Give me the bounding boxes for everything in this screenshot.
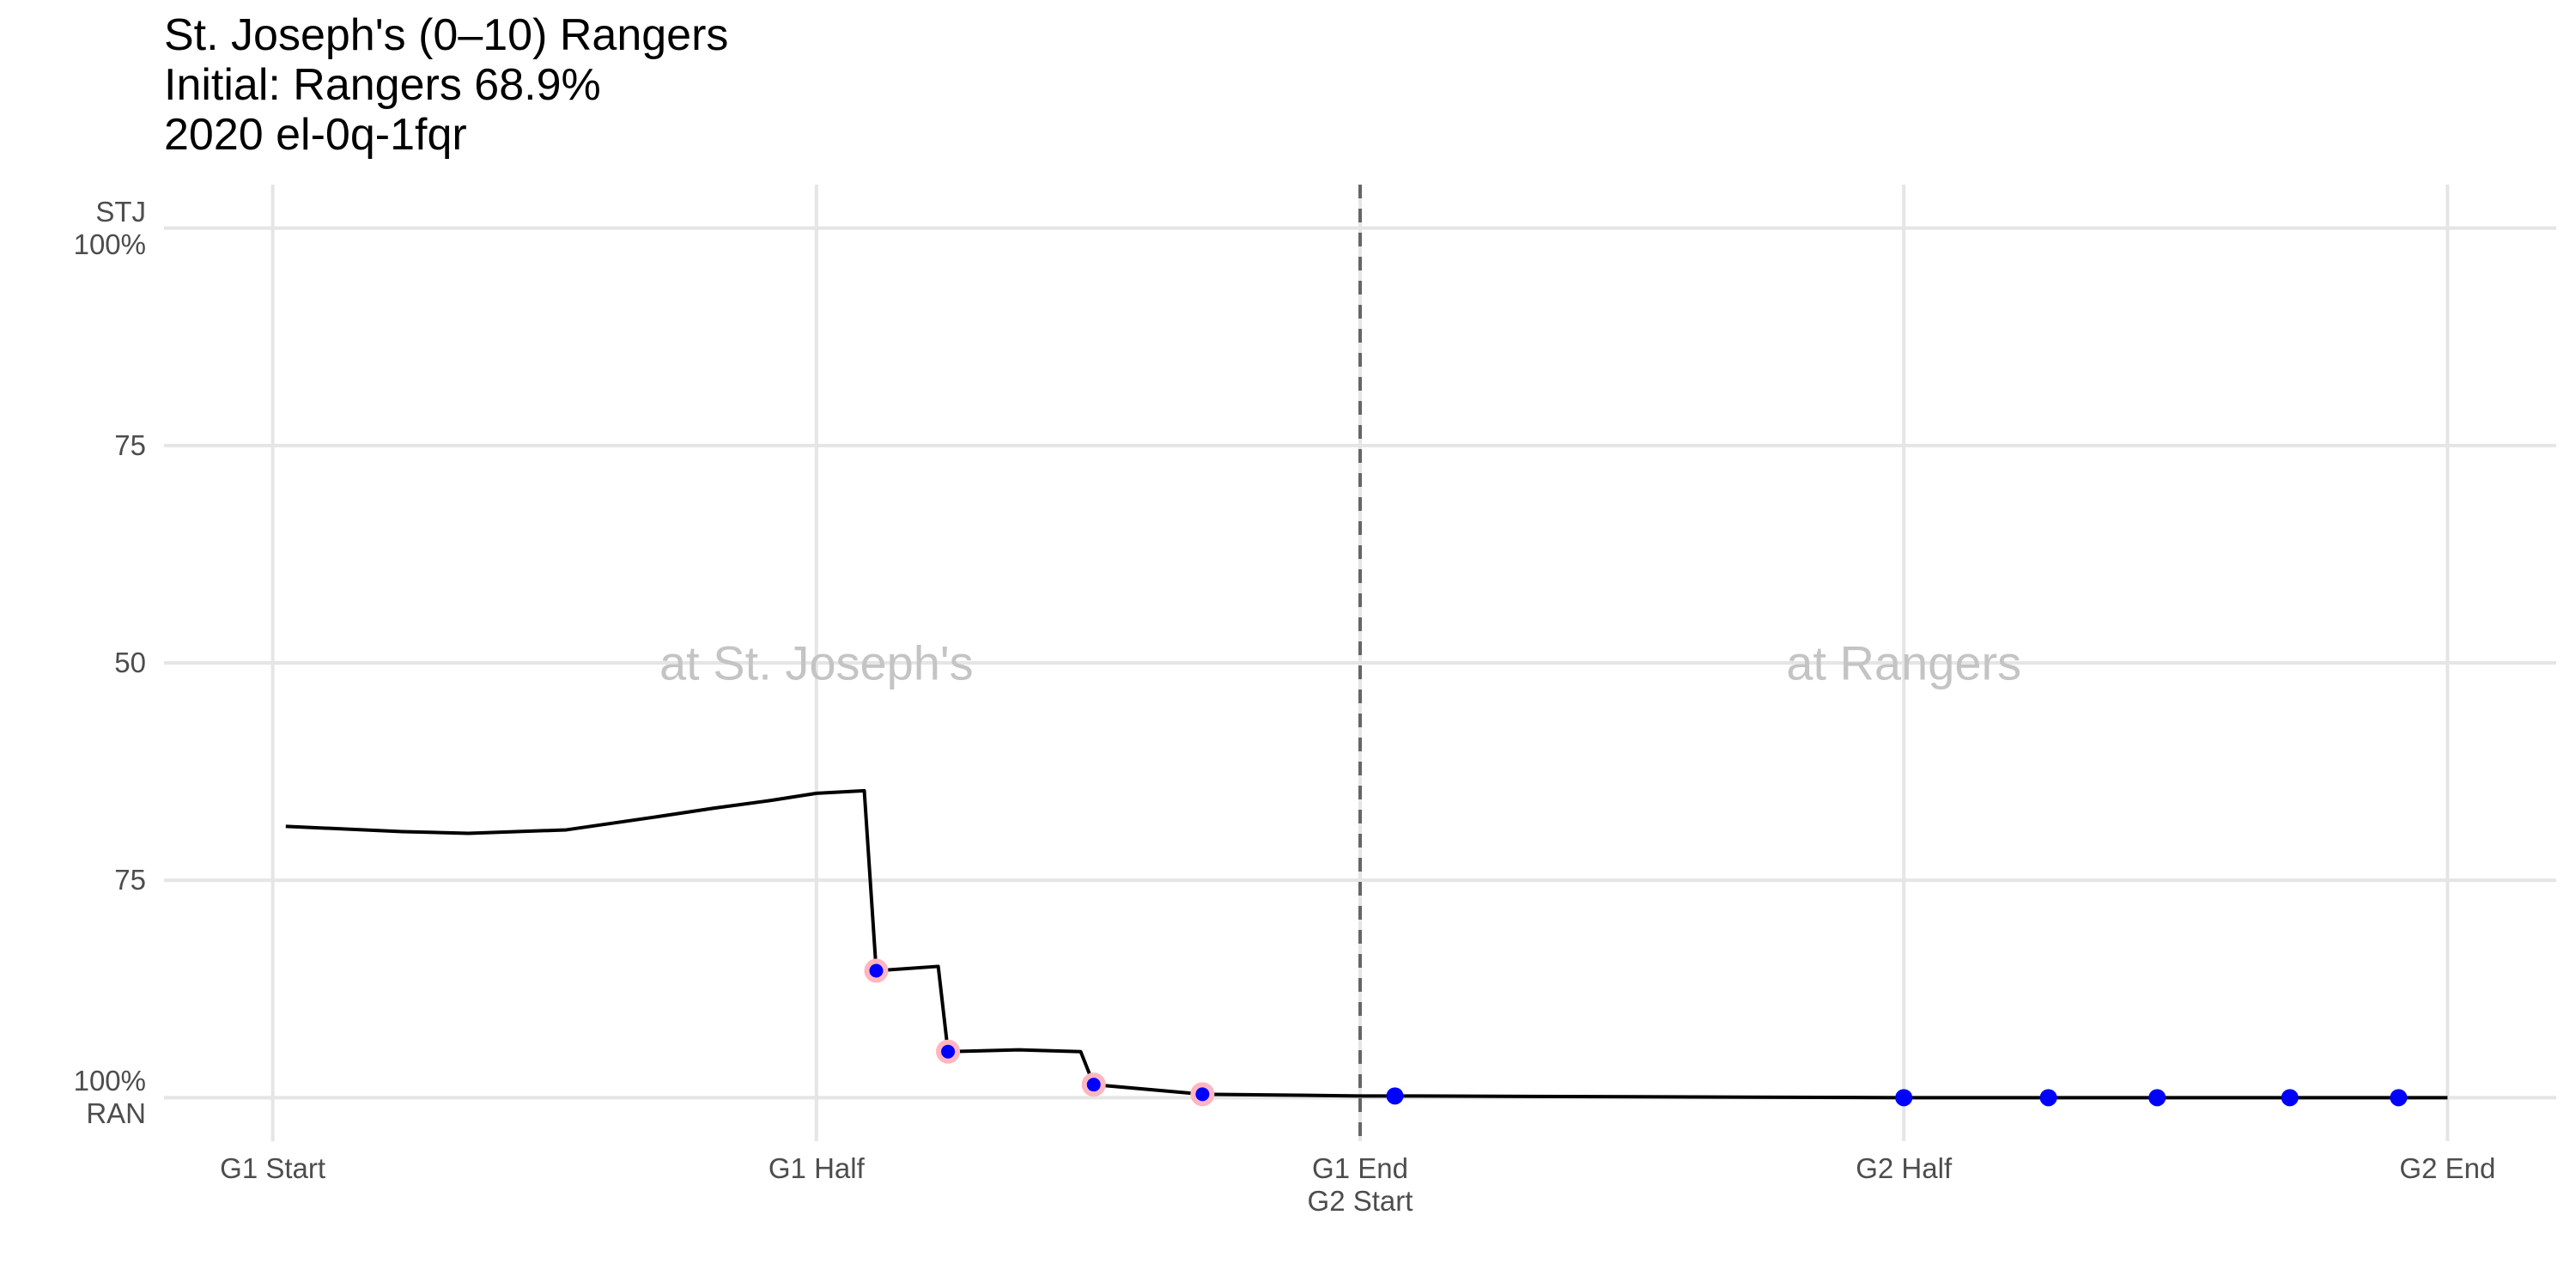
scoring-point xyxy=(2039,1089,2057,1107)
y-tick-label: 100% RAN xyxy=(73,1065,146,1130)
chart-subtitle: Initial: Rangers 68.9% xyxy=(164,60,601,110)
y-tick-label: 75 xyxy=(114,428,146,461)
scoring-point xyxy=(864,958,889,983)
chart-title: St. Joseph's (0–10) Rangers xyxy=(164,10,729,60)
x-tick-label: G1 Half xyxy=(768,1152,865,1184)
scoring-point xyxy=(936,1039,961,1064)
chart-subtitle: 2020 el-0q-1fqr xyxy=(164,110,467,160)
scoring-point xyxy=(2281,1089,2299,1107)
annotation: at St. Joseph's xyxy=(659,635,974,690)
x-tick-label: G2 End xyxy=(2399,1152,2496,1184)
x-tick-label: G1 End G2 Start xyxy=(1307,1152,1413,1217)
scoring-point xyxy=(1386,1087,1404,1105)
y-tick-label: STJ 100% xyxy=(73,195,146,260)
scoring-point xyxy=(1081,1072,1106,1097)
x-tick-label: G1 Start xyxy=(220,1152,326,1184)
scoring-point xyxy=(2148,1089,2166,1107)
y-tick-label: 50 xyxy=(114,647,146,678)
scoring-point xyxy=(1190,1082,1215,1107)
scoring-point xyxy=(1895,1089,1913,1107)
win-probability-line xyxy=(285,788,2448,1100)
scoring-point xyxy=(2390,1089,2408,1107)
x-tick-label: G2 Half xyxy=(1856,1152,1953,1184)
annotation: at Rangers xyxy=(1786,635,2022,690)
y-tick-label: 75 xyxy=(114,864,146,896)
